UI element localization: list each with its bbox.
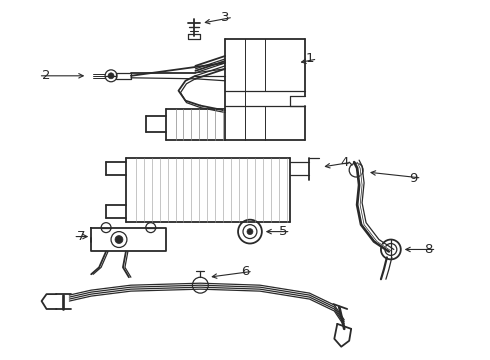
Text: 4: 4 [340,156,348,168]
Text: 6: 6 [241,265,249,278]
Text: 1: 1 [305,53,314,66]
Text: 7: 7 [77,230,86,243]
Text: 3: 3 [221,11,229,24]
Text: 2: 2 [42,69,51,82]
Circle shape [108,73,114,79]
Text: 5: 5 [278,225,287,238]
Text: 8: 8 [424,243,433,256]
Text: 9: 9 [410,171,418,185]
Circle shape [247,229,253,235]
Circle shape [115,235,123,243]
